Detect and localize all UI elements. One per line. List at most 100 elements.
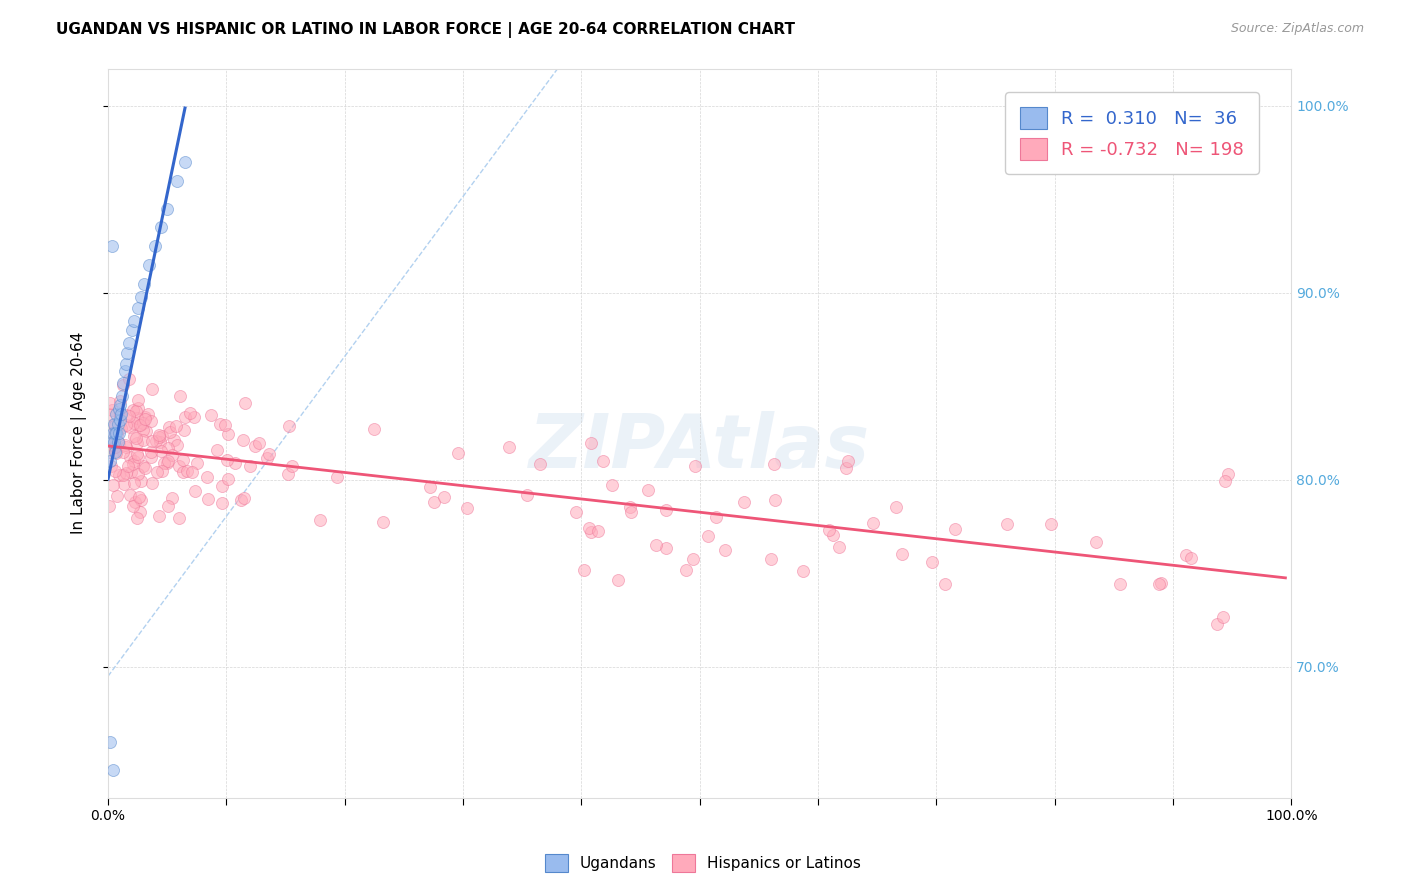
Point [105,426,128,441]
Point [169,389,191,403]
Point [98,445,121,459]
Point [132,277,155,291]
Point [108,467,131,482]
Point [98,499,121,513]
Point [100,437,122,451]
Point [127,450,149,465]
Point [150,220,173,235]
Point [579,436,602,450]
Point [105,426,128,441]
Point [733,495,755,509]
Point [127,447,149,461]
Point [107,426,129,441]
Point [134,410,156,425]
Point [619,500,641,514]
Point [118,420,141,434]
Point [620,505,643,519]
Point [128,417,150,432]
Point [124,494,146,508]
Point [862,516,884,530]
Point [654,502,676,516]
Point [160,491,183,506]
Point [1215,474,1237,488]
Point [104,464,127,478]
Point [159,425,181,439]
Point [141,434,163,448]
Point [1218,467,1240,481]
Point [714,543,737,558]
Point [148,430,170,444]
Point [117,458,139,473]
Point [105,408,128,422]
Point [675,563,697,577]
Point [232,433,254,447]
Point [110,420,132,434]
Point [256,450,278,465]
Point [100,454,122,468]
Point [114,357,136,371]
Point [120,465,142,479]
Point [145,434,167,449]
Point [156,453,179,467]
Point [129,493,152,508]
Point [934,577,956,591]
Point [837,454,859,468]
Point [645,538,668,552]
Point [122,314,145,328]
Point [166,437,188,451]
Point [129,474,152,488]
Point [125,511,148,525]
Point [211,479,233,493]
Point [456,500,478,515]
Text: ZIPAtlas: ZIPAtlas [529,411,870,484]
Point [921,555,943,569]
Point [104,444,127,458]
Point [172,465,194,479]
Point [834,460,856,475]
Point [565,505,588,519]
Point [156,500,179,514]
Point [245,440,267,454]
Legend: R =  0.310   N=  36, R = -0.732   N= 198: R = 0.310 N= 36, R = -0.732 N= 198 [1005,92,1258,174]
Point [1039,517,1062,532]
Point [118,336,141,351]
Point [114,440,136,454]
Point [176,464,198,478]
Point [101,402,124,417]
Point [150,444,173,458]
Point [156,202,179,216]
Point [371,515,394,529]
Point [174,410,197,425]
Point [110,393,132,408]
Point [118,409,141,423]
Point [763,492,786,507]
Point [607,573,630,587]
Point [179,406,201,420]
Point [112,444,135,458]
Point [763,457,786,471]
Point [127,301,149,315]
Point [579,524,602,539]
Point [139,413,162,427]
Point [995,517,1018,532]
Point [104,446,127,460]
Point [173,423,195,437]
Point [229,493,252,508]
Point [125,403,148,417]
Point [423,495,446,509]
Point [122,454,145,468]
Point [326,470,349,484]
Point [148,509,170,524]
Point [890,548,912,562]
Point [121,323,143,337]
Point [637,483,659,497]
Point [217,426,239,441]
Point [115,467,138,481]
Point [110,408,132,422]
Point [100,425,122,440]
Point [145,239,167,253]
Point [122,429,145,443]
Point [150,429,173,443]
Point [149,434,172,449]
Point [104,439,127,453]
